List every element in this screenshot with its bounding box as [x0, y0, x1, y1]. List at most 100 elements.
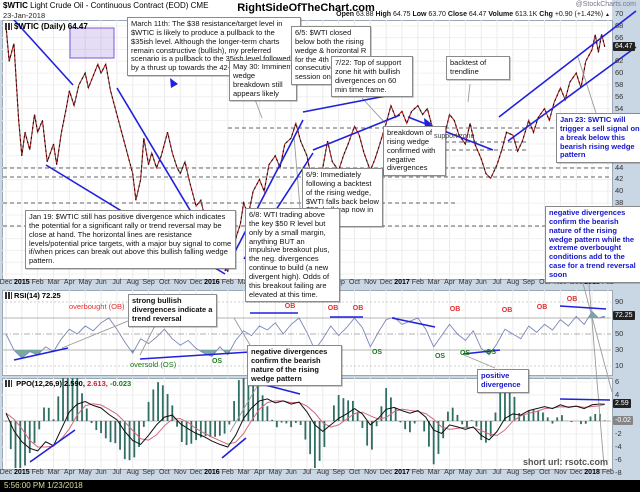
y-axis-label: 68 — [615, 20, 624, 30]
high-value: 64.75 — [392, 11, 411, 18]
x-axis-label: Mar — [427, 279, 440, 286]
x-axis-label: Feb — [411, 469, 424, 476]
annotation-backtest: backtest of trendline — [446, 56, 510, 80]
y-axis-label: 40 — [615, 186, 624, 196]
x-axis-label: Dec — [0, 279, 13, 286]
oversold-label: oversold (OS) — [130, 360, 177, 369]
oversold-marker: OS — [211, 358, 223, 365]
x-axis-label: Apr — [63, 279, 75, 286]
x-axis-label: Aug — [316, 469, 330, 476]
low-label: Low — [412, 11, 427, 18]
overbought-marker: OB — [284, 303, 296, 310]
x-axis-label: May — [458, 279, 472, 286]
y-axis-label: 58 — [615, 79, 624, 89]
x-axis-label: Jul — [492, 279, 502, 286]
x-axis-label: Dec — [379, 469, 393, 476]
x-axis-label: Feb — [411, 279, 424, 286]
y-axis-label: 66 — [615, 32, 624, 42]
oversold-marker: OS — [485, 349, 497, 356]
overbought-label: overbought (OB) — [69, 302, 125, 311]
quote-line: Open 63.88 High 64.75 Low 63.70 Close 64… — [336, 11, 610, 18]
x-axis-label: Jun — [475, 279, 487, 286]
x-axis-label: Mar — [427, 469, 440, 476]
x-axis-label: 2015 — [14, 469, 30, 476]
site-title: RightSideOfTheChart.com — [237, 2, 375, 14]
x-axis-label: May — [458, 469, 472, 476]
x-axis-label: Sep — [522, 469, 535, 476]
oversold-marker: OS — [459, 350, 471, 357]
high-label: High — [375, 11, 392, 18]
x-axis-label: Dec — [570, 469, 583, 476]
rsi-value-chip: 72.25 — [613, 311, 635, 321]
x-axis-label: Jul — [112, 279, 122, 286]
x-axis-label: Jun — [95, 279, 107, 286]
x-axis-label: Sep — [332, 469, 345, 476]
x-axis-label: Nov — [364, 469, 377, 476]
volume-value: 613.1K — [515, 11, 538, 18]
x-axis-label: Feb — [221, 469, 234, 476]
footer-bar: 5:56:00 PM 1/23/2018 — [0, 480, 640, 492]
price-legend: $WTIC (Daily) 64.47 — [5, 22, 88, 31]
annotation-may-30: May 30: Imminent wedge breakdown still a… — [229, 60, 297, 102]
ppo-legend: PPO(12,26,9) 2.590, 2.613, -0.023 — [5, 379, 131, 388]
x-axis-label: Oct — [349, 469, 360, 476]
chart-header: $WTIC Light Crude Oil - Continuous Contr… — [0, 0, 636, 20]
y-axis-label: 54 — [615, 103, 624, 113]
x-axis-label: Sep — [142, 279, 155, 286]
x-axis-label: Aug — [126, 279, 139, 286]
y-axis-label: 4 — [615, 390, 620, 399]
x-axis-label: Oct — [158, 469, 170, 476]
x-axis-label: Jul — [112, 469, 122, 476]
low-value: 63.70 — [428, 11, 446, 18]
y-axis-label: -2 — [615, 429, 622, 438]
chg-value: +0.90 (+1.42%) — [554, 11, 604, 18]
candlestick-series-icon — [5, 23, 12, 30]
y-axis-label: 70 — [615, 9, 624, 18]
annotation-breakdown: breakdown of rising wedge confirmed with… — [383, 126, 446, 177]
y-axis-label: 38 — [615, 198, 624, 208]
overbought-marker: OB — [352, 305, 364, 312]
ppo-hist-value: -0.023 — [109, 379, 132, 388]
chg-label: Chg — [539, 11, 553, 18]
overbought-marker: OB — [449, 306, 461, 313]
y-axis-label: 50 — [615, 329, 624, 338]
close-label: Close — [447, 11, 467, 18]
x-axis-label: Feb — [31, 279, 44, 286]
x-axis-label: Sep — [142, 469, 155, 476]
ppo-x-axis: Dec 2015 Feb Mar Apr May Jun Jul Aug Sep Oct Nov Dec… — [0, 469, 640, 479]
x-axis-label: Apr — [444, 469, 455, 476]
ppo-line-value: 2.590, — [64, 379, 85, 388]
x-axis-label: Feb — [221, 279, 234, 286]
rsi-series-icon — [5, 292, 12, 299]
y-axis-label: -4 — [615, 442, 622, 451]
y-axis-label: 6 — [615, 377, 620, 386]
x-axis-label: Nov — [174, 469, 187, 476]
ppo-series-icon — [5, 380, 12, 387]
x-axis-label: Mar — [47, 469, 60, 476]
symbol-description: Light Crude Oil - Continuous Contract (E… — [30, 1, 209, 10]
overbought-marker: OB — [501, 307, 513, 314]
x-axis-label: Mar — [47, 279, 60, 286]
y-axis-label: 10 — [615, 361, 624, 370]
overlay-group — [5, 10, 637, 467]
stockcharts-attribution: @StockCharts.com — [575, 1, 636, 8]
x-axis-label: Dec — [189, 279, 203, 286]
annotation-jan-23: Jan 23: $WTIC will trigger a sell signal… — [556, 113, 640, 164]
x-axis-label: Mar — [237, 469, 250, 476]
ppo-panel[interactable] — [2, 378, 613, 470]
oversold-marker: OS — [371, 349, 383, 356]
x-axis-label: Nov — [554, 469, 567, 476]
x-axis-label: Jul — [492, 469, 502, 476]
x-axis-label: 2018 — [584, 469, 600, 476]
x-axis-label: 2015 — [14, 279, 30, 286]
x-axis-label: 2016 — [204, 469, 220, 476]
x-axis-label: 2017 — [394, 279, 410, 286]
symbol-line: $WTIC Light Crude Oil - Continuous Contr… — [3, 1, 208, 10]
ppo-hist-chip: -0.02 — [613, 416, 633, 426]
y-axis-label: -6 — [615, 455, 622, 464]
y-axis-label: 44 — [615, 162, 624, 172]
x-axis-label: Feb — [31, 469, 44, 476]
short-url: short url: rsotc.com — [522, 457, 608, 467]
annotation-negative-divergences-rsi: negative divergences confirm the bearish… — [247, 345, 342, 387]
annotation-jun-8: 6/8: WTI trading above the key $50 R lev… — [245, 208, 340, 303]
